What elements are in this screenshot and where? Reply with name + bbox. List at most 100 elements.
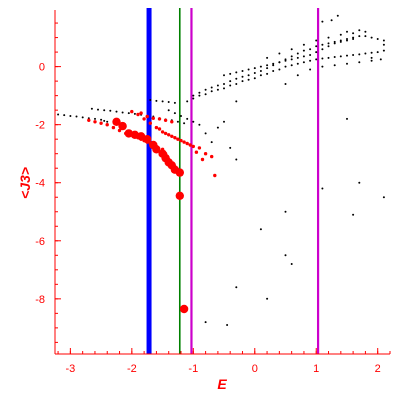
data-point	[179, 304, 189, 314]
data-point	[290, 48, 293, 51]
data-point	[379, 58, 382, 61]
data-point	[346, 30, 348, 33]
data-point	[109, 109, 112, 112]
data-point	[197, 146, 202, 150]
data-point	[302, 55, 305, 58]
data-point	[284, 59, 287, 62]
data-point	[296, 52, 299, 55]
data-point	[309, 48, 312, 51]
data-point	[176, 137, 180, 141]
data-point	[133, 112, 136, 115]
data-point	[382, 196, 385, 199]
data-point	[223, 87, 225, 90]
data-point	[330, 19, 333, 22]
data-point	[191, 144, 195, 149]
data-point	[121, 111, 124, 114]
data-point	[167, 109, 170, 112]
tick-labels: -3 -2 -1 0 1 2 0 -2 -4 -6 -8	[35, 62, 381, 375]
data-point	[142, 117, 146, 121]
data-point	[204, 93, 207, 96]
data-point	[69, 115, 72, 117]
data-point	[223, 83, 225, 85]
data-point	[204, 88, 207, 91]
data-point	[160, 130, 165, 134]
data-point	[235, 158, 238, 161]
data-point	[315, 51, 318, 54]
data-point	[327, 42, 330, 45]
data-point	[229, 146, 232, 149]
data-point	[284, 65, 287, 68]
data-point	[309, 59, 312, 62]
data-point	[346, 39, 348, 42]
data-point	[382, 49, 385, 52]
data-point	[315, 45, 318, 48]
data-point	[223, 74, 225, 77]
data-point	[290, 263, 293, 265]
data-point	[278, 52, 281, 55]
data-point	[346, 117, 348, 120]
data-point	[327, 36, 330, 39]
data-point	[352, 36, 355, 39]
data-point	[364, 30, 367, 33]
data-point	[155, 99, 158, 102]
data-point	[327, 56, 330, 59]
data-point	[163, 131, 168, 136]
data-point	[321, 20, 324, 23]
data-point	[210, 141, 213, 144]
data-point	[235, 77, 238, 80]
data-point	[57, 113, 60, 116]
data-point	[183, 122, 186, 125]
data-point	[352, 54, 355, 56]
data-point	[111, 125, 116, 130]
axes	[54, 10, 390, 355]
data-point	[241, 70, 244, 72]
y-axis-title: <J3>	[17, 167, 33, 199]
data-point	[167, 101, 170, 103]
data-point	[235, 83, 238, 85]
data-point	[346, 38, 348, 40]
data-point	[203, 152, 208, 156]
data-point	[115, 110, 118, 113]
data-point	[253, 72, 256, 74]
y-tick-label: -2	[35, 120, 45, 132]
data-point	[296, 74, 299, 77]
data-point	[247, 78, 250, 81]
data-point	[229, 72, 232, 75]
data-point	[296, 62, 299, 65]
y-tick-label: -8	[35, 294, 45, 306]
reference-lines	[146, 8, 320, 354]
data-point	[175, 191, 184, 200]
data-point	[290, 55, 293, 58]
data-point	[259, 228, 262, 231]
data-point	[213, 173, 217, 178]
data-point	[186, 117, 189, 120]
data-point	[346, 54, 348, 57]
data-point	[272, 70, 275, 72]
data-point	[321, 43, 324, 46]
data-point	[204, 132, 207, 135]
data-point	[210, 154, 214, 159]
data-point	[103, 109, 106, 112]
data-point	[346, 62, 348, 65]
data-point	[163, 118, 168, 123]
y-tick-label: 0	[39, 62, 45, 74]
data-points	[57, 14, 385, 326]
data-point	[192, 97, 195, 100]
data-point	[149, 99, 152, 101]
data-point	[117, 128, 122, 133]
data-point	[157, 127, 162, 131]
data-point	[336, 14, 339, 17]
data-point	[136, 112, 140, 117]
data-point	[364, 35, 367, 38]
data-point	[226, 324, 229, 326]
tick-marks	[55, 22, 391, 354]
data-point	[266, 64, 269, 67]
data-point	[364, 52, 367, 55]
data-point	[302, 43, 305, 46]
data-point	[175, 168, 184, 177]
data-point	[198, 123, 201, 126]
data-point	[167, 133, 171, 137]
x-tick-label: -1	[188, 363, 198, 375]
data-point	[235, 100, 238, 103]
data-point	[97, 108, 99, 111]
